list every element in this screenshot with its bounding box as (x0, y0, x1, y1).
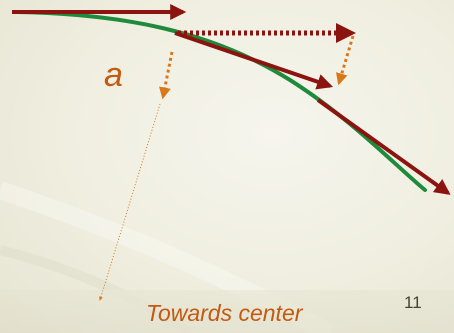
velocity-arrow-tangent-1 (174, 31, 334, 90)
circular-path-curve (16, 10, 427, 192)
towards-center-caption: Towards center (146, 300, 303, 326)
acceleration-label: a (104, 56, 123, 94)
page-number: 11 (404, 293, 422, 312)
delta-velocity-arrow (335, 35, 355, 86)
towards-center-line (99, 103, 161, 301)
velocity-arrow-tangent-2 (316, 98, 451, 195)
background-streaks (0, 181, 454, 333)
acceleration-arrow (158, 51, 174, 100)
